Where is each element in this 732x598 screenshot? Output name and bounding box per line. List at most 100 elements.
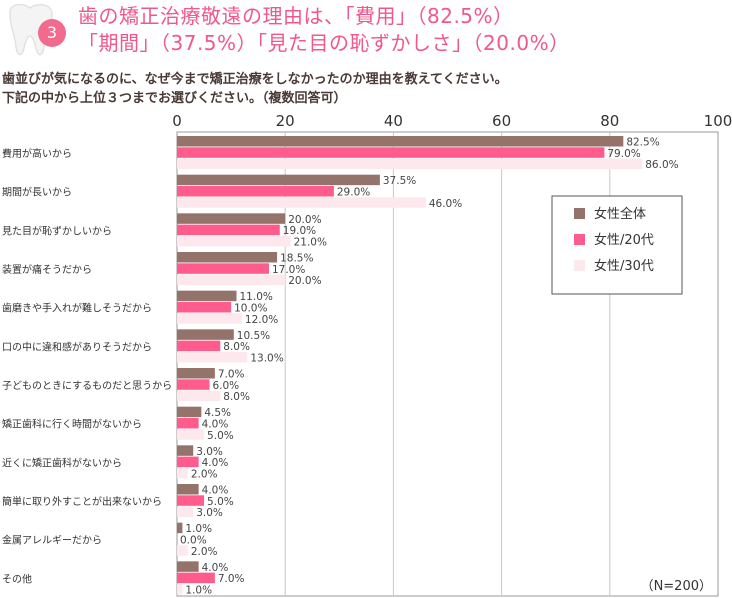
- bar-2: [177, 301, 232, 313]
- data-label: 7.0%: [218, 573, 245, 585]
- data-label: 4.0%: [202, 485, 229, 497]
- bar-1: [177, 329, 234, 340]
- category-label: 矯正歯科に行く時間がないから: [2, 418, 142, 431]
- bar-1: [177, 561, 199, 572]
- bar-1: [177, 252, 278, 263]
- bar-3: [177, 429, 205, 440]
- data-label: 7.0%: [218, 369, 245, 381]
- data-label: 1.0%: [185, 584, 212, 596]
- data-label: 46.0%: [429, 198, 462, 210]
- bar-2: [177, 185, 334, 197]
- data-label: 37.5%: [383, 175, 416, 187]
- bar-3: [177, 467, 188, 479]
- data-label: 20.0%: [288, 275, 321, 287]
- question-line-2: 下記の中から上位３つまでお選びください。（複数回答可）: [2, 91, 347, 106]
- bar-3: [177, 506, 194, 518]
- bar-2: [177, 495, 205, 506]
- bar-2: [177, 572, 215, 584]
- bar-2: [177, 379, 210, 390]
- x-tick-label: 40: [384, 112, 403, 130]
- category-label: その他: [2, 572, 32, 585]
- category-label: 口の中に違和感がありそうだから: [2, 340, 152, 353]
- bar-2: [177, 340, 221, 352]
- legend-label: 女性/30代: [594, 258, 654, 274]
- header: 3 歯の矯正治療敬遠の理由は、「費用」（82.5%） 「期間」（37.5%）「見…: [0, 0, 732, 62]
- category-label: 近くに矯正歯科がないから: [2, 456, 122, 469]
- data-label: 8.0%: [223, 341, 250, 353]
- bar-1: [177, 213, 286, 224]
- category-label: 装置が痛そうだから: [2, 263, 92, 276]
- data-label: 10.5%: [237, 330, 270, 342]
- data-label: 17.0%: [272, 264, 305, 276]
- data-label: 21.0%: [294, 236, 327, 248]
- category-label: 歯磨きや手入れが難しそうだから: [2, 302, 152, 315]
- data-label: 4.5%: [204, 407, 231, 419]
- bar-3: [177, 351, 248, 363]
- data-label: 13.0%: [250, 352, 283, 364]
- data-label: 18.5%: [280, 253, 313, 265]
- data-label: 79.0%: [607, 148, 640, 160]
- bar-3: [177, 274, 286, 286]
- bar-2: [177, 456, 199, 468]
- bar-1: [177, 484, 199, 495]
- bar-1: [177, 290, 237, 302]
- data-label: 2.0%: [191, 468, 218, 480]
- data-label: 10.0%: [234, 302, 267, 314]
- data-label: 29.0%: [337, 186, 370, 198]
- bar-2: [177, 224, 280, 236]
- question-line-1: 歯並びが気になるのに、なぜ今まで矯正治療をしなかったのか理由を教えてください。: [2, 72, 508, 87]
- data-label: 6.0%: [212, 380, 239, 392]
- data-label: 2.0%: [191, 546, 218, 558]
- legend-swatch: [574, 208, 585, 219]
- data-label: 82.5%: [626, 137, 659, 149]
- bar-3: [177, 390, 221, 402]
- bar-chart: 0 20 40 60 80 100 82.5%79.0% 86.0% 費用が高いから 37.5% 2…: [2, 112, 732, 597]
- legend-box: [551, 195, 683, 295]
- data-label: 12.0%: [245, 314, 278, 326]
- data-label: 4.0%: [202, 562, 229, 574]
- bar-3: [177, 583, 183, 595]
- x-tick-label: 0: [172, 112, 182, 130]
- data-label: 4.0%: [202, 457, 229, 469]
- headline-line-2: 「期間」（37.5%）「見た目の恥ずかしさ」（20.0%）: [78, 31, 570, 55]
- sample-size-note: （N=200）: [641, 579, 712, 594]
- data-label: 86.0%: [645, 159, 678, 171]
- x-tick-label: 20: [276, 112, 295, 130]
- bar-3: [177, 235, 291, 247]
- bar-3: [177, 545, 188, 556]
- bar-2: [177, 263, 269, 274]
- x-tick-label: 60: [492, 112, 511, 130]
- bar-3: [177, 197, 426, 208]
- x-tick-label: 80: [600, 112, 619, 130]
- bar-1: [177, 406, 202, 418]
- bar-2: [177, 417, 199, 429]
- bar-1: [177, 174, 380, 186]
- category-label: 期間が長いから: [2, 186, 72, 199]
- data-label: 0.0%: [180, 534, 207, 546]
- data-label: 1.0%: [185, 523, 212, 535]
- data-label: 11.0%: [240, 291, 273, 303]
- legend-swatch: [574, 234, 585, 245]
- bar-3: [177, 158, 643, 170]
- legend-label: 女性全体: [594, 206, 646, 222]
- data-label: 5.0%: [207, 496, 234, 508]
- data-label: 20.0%: [288, 214, 321, 226]
- category-label: 簡単に取り外すことが出来ないから: [2, 495, 162, 508]
- bar-1: [177, 368, 215, 379]
- legend-label: 女性/20代: [594, 232, 654, 248]
- data-label: 8.0%: [223, 391, 250, 403]
- bar-3: [177, 313, 242, 324]
- headline-line-1: 歯の矯正治療敬遠の理由は、「費用」（82.5%）: [78, 4, 514, 28]
- legend-swatch: [574, 260, 585, 271]
- bar-1: [177, 522, 183, 534]
- data-label: 19.0%: [283, 225, 316, 237]
- data-label: 3.0%: [196, 446, 223, 458]
- x-tick-label: 100: [704, 112, 732, 130]
- bar-1: [177, 445, 194, 456]
- section-number-badge: 3: [38, 19, 66, 47]
- data-label: 5.0%: [207, 430, 234, 442]
- category-label: 金属アレルギーだから: [2, 534, 102, 547]
- data-label: 3.0%: [196, 507, 223, 519]
- category-label: 見た目が恥ずかしいから: [2, 224, 112, 237]
- bar-2: [177, 147, 605, 158]
